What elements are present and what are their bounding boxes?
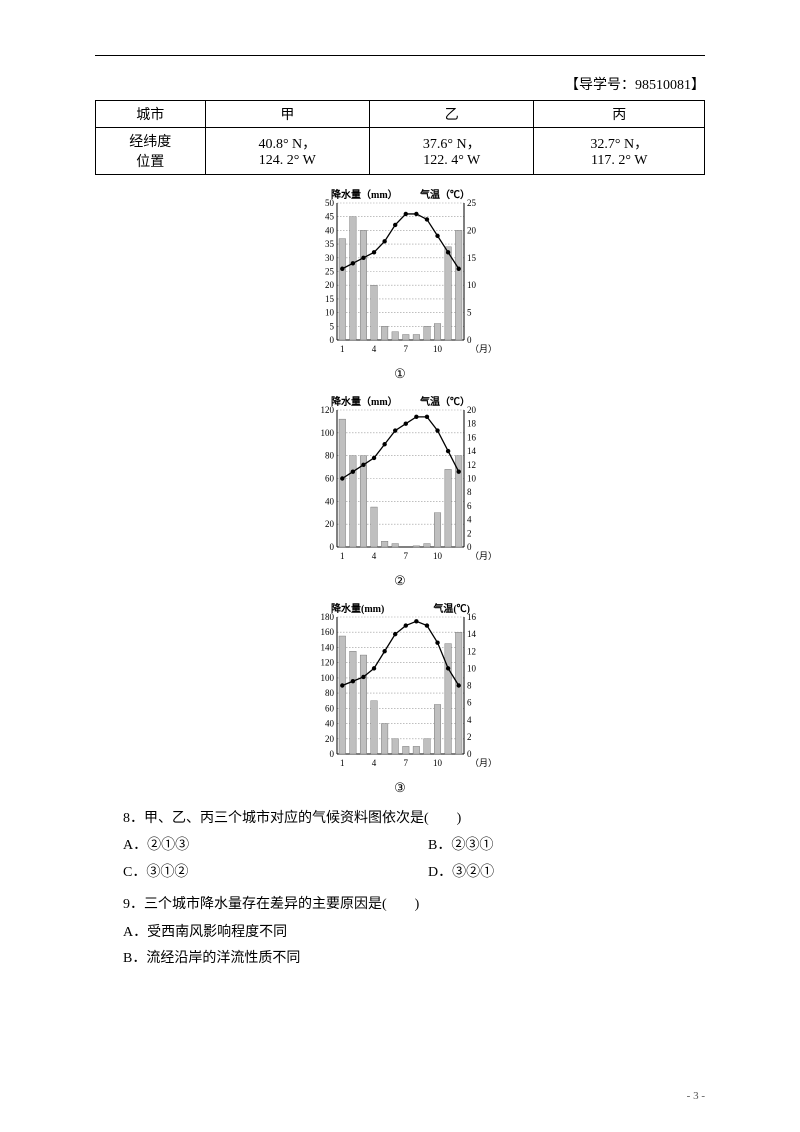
svg-text:气温（℃）: 气温（℃）: [419, 188, 470, 201]
svg-text:2: 2: [467, 732, 472, 742]
question-8: 8．甲、乙、丙三个城市对应的气候资料图依次是( ): [95, 806, 705, 831]
top-divider: [95, 55, 705, 56]
svg-text:10: 10: [433, 551, 443, 561]
svg-text:80: 80: [325, 688, 335, 698]
svg-text:12: 12: [467, 460, 476, 470]
svg-text:2: 2: [467, 528, 472, 538]
svg-text:（月）: （月）: [470, 551, 497, 561]
q8-option-a: A．②①③: [95, 833, 400, 860]
climate-chart-2: 0204060801001200246810121416182014710（月）…: [303, 392, 498, 567]
svg-text:8: 8: [467, 681, 472, 691]
cell-coord-a: 40.8° N，124. 2° W: [205, 128, 369, 175]
svg-text:气温（℃）: 气温（℃）: [419, 395, 470, 408]
svg-text:7: 7: [403, 551, 408, 561]
svg-text:1: 1: [340, 758, 345, 768]
svg-text:6: 6: [467, 501, 472, 511]
svg-text:10: 10: [467, 663, 477, 673]
svg-text:60: 60: [325, 703, 335, 713]
svg-text:15: 15: [325, 294, 335, 304]
svg-text:5: 5: [329, 321, 334, 331]
svg-text:（月）: （月）: [470, 758, 497, 768]
table-row: 城市 甲 乙 丙: [96, 101, 705, 128]
svg-text:6: 6: [467, 698, 472, 708]
svg-text:（月）: （月）: [470, 344, 497, 354]
table-row: 经纬度位置 40.8° N，124. 2° W 37.6° N，122. 4° …: [96, 128, 705, 175]
q8-option-d: D．③②①: [400, 860, 705, 887]
svg-text:7: 7: [403, 344, 408, 354]
svg-text:0: 0: [329, 335, 334, 345]
svg-text:4: 4: [467, 515, 472, 525]
svg-text:4: 4: [467, 715, 472, 725]
svg-text:20: 20: [325, 519, 335, 529]
svg-text:25: 25: [325, 267, 335, 277]
q8-option-c: C．③①②: [95, 860, 400, 887]
svg-text:10: 10: [467, 280, 477, 290]
svg-text:14: 14: [467, 446, 477, 456]
cell-city-a: 甲: [205, 101, 369, 128]
svg-text:20: 20: [467, 225, 477, 235]
svg-text:0: 0: [329, 749, 334, 759]
q9-option-b: B．流经沿岸的洋流性质不同: [95, 946, 705, 973]
cell-city-header: 城市: [96, 101, 206, 128]
svg-text:60: 60: [325, 474, 335, 484]
svg-text:10: 10: [433, 344, 443, 354]
svg-text:160: 160: [320, 627, 334, 637]
svg-text:12: 12: [467, 646, 476, 656]
svg-text:15: 15: [467, 253, 477, 263]
city-table: 城市 甲 乙 丙 经纬度位置 40.8° N，124. 2° W 37.6° N…: [95, 100, 705, 175]
svg-text:16: 16: [467, 432, 477, 442]
svg-text:4: 4: [371, 758, 376, 768]
svg-text:降水量（mm）: 降水量（mm）: [331, 395, 398, 408]
svg-text:100: 100: [320, 428, 334, 438]
svg-text:140: 140: [320, 642, 334, 652]
svg-text:4: 4: [371, 344, 376, 354]
cell-coord-c: 32.7° N，117. 2° W: [534, 128, 705, 175]
svg-text:4: 4: [371, 551, 376, 561]
svg-text:40: 40: [325, 225, 335, 235]
reference-number: 【导学号：98510081】: [95, 74, 705, 94]
svg-text:10: 10: [467, 474, 477, 484]
svg-text:80: 80: [325, 451, 335, 461]
svg-text:5: 5: [467, 308, 472, 318]
svg-text:气温(℃): 气温(℃): [432, 602, 470, 615]
cell-city-c: 丙: [534, 101, 705, 128]
svg-text:20: 20: [325, 280, 335, 290]
svg-text:20: 20: [325, 734, 335, 744]
svg-text:14: 14: [467, 629, 477, 639]
svg-text:18: 18: [467, 419, 477, 429]
chart-2-holder: 0204060801001200246810121416182014710（月）…: [95, 392, 705, 567]
svg-text:7: 7: [403, 758, 408, 768]
cell-coord-header: 经纬度位置: [96, 128, 206, 175]
chart-2-label: ②: [95, 573, 705, 589]
svg-text:120: 120: [320, 658, 334, 668]
svg-text:10: 10: [433, 758, 443, 768]
climate-chart-1: 05101520253035404550051015202514710（月）降水…: [303, 185, 498, 360]
cell-city-b: 乙: [370, 101, 534, 128]
q8-option-b: B．②③①: [400, 833, 705, 860]
climate-chart-3: 0204060801001201401601800246810121416147…: [303, 599, 498, 774]
svg-text:45: 45: [325, 212, 335, 222]
svg-text:1: 1: [340, 551, 345, 561]
svg-text:30: 30: [325, 253, 335, 263]
svg-text:40: 40: [325, 496, 335, 506]
svg-text:降水量(mm): 降水量(mm): [331, 602, 384, 615]
svg-text:1: 1: [340, 344, 345, 354]
svg-text:降水量（mm）: 降水量（mm）: [331, 188, 398, 201]
svg-text:0: 0: [329, 542, 334, 552]
page-number: - 3 -: [687, 1090, 705, 1102]
chart-1-label: ①: [95, 366, 705, 382]
svg-text:100: 100: [320, 673, 334, 683]
svg-text:35: 35: [325, 239, 335, 249]
cell-coord-b: 37.6° N，122. 4° W: [370, 128, 534, 175]
svg-text:8: 8: [467, 487, 472, 497]
question-9: 9．三个城市降水量存在差异的主要原因是( ): [95, 892, 705, 917]
chart-3-label: ③: [95, 780, 705, 796]
chart-1-holder: 05101520253035404550051015202514710（月）降水…: [95, 185, 705, 360]
svg-text:40: 40: [325, 719, 335, 729]
svg-text:10: 10: [325, 308, 335, 318]
q9-option-a: A．受西南风影响程度不同: [95, 920, 705, 947]
chart-3-holder: 0204060801001201401601800246810121416147…: [95, 599, 705, 774]
